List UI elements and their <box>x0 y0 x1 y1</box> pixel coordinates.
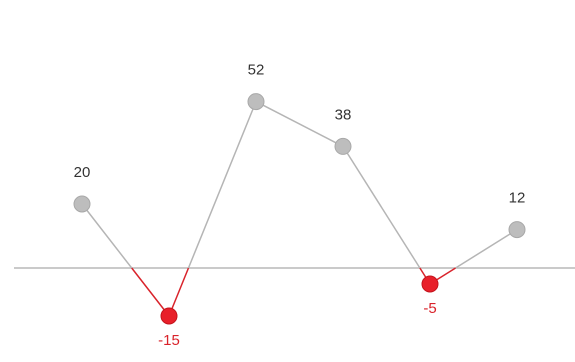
data-labels: 20 -15 52 38 -5 12 <box>74 62 526 349</box>
data-label-1: -15 <box>158 332 180 349</box>
line-segment-2-a <box>255 100 344 148</box>
line-segment-4-b <box>455 228 518 269</box>
series-markers <box>73 93 526 325</box>
data-point-2[interactable] <box>247 93 265 111</box>
data-point-1[interactable] <box>160 307 178 325</box>
data-point-4[interactable] <box>421 275 439 293</box>
data-label-2: 52 <box>248 62 265 79</box>
line-segment-0-b <box>131 267 170 317</box>
line-segment-1-a <box>168 267 190 317</box>
data-label-4: -5 <box>423 300 436 317</box>
data-label-5: 12 <box>509 190 526 207</box>
data-point-5[interactable] <box>508 221 526 239</box>
data-label-3: 38 <box>335 106 352 123</box>
data-point-3[interactable] <box>334 137 352 155</box>
line-segment-3-a <box>342 145 421 269</box>
data-label-0: 20 <box>74 164 91 181</box>
series-segments <box>81 100 518 317</box>
line-segment-1-b <box>187 101 257 269</box>
line-segment-0-a <box>81 203 133 269</box>
data-point-0[interactable] <box>73 195 91 213</box>
